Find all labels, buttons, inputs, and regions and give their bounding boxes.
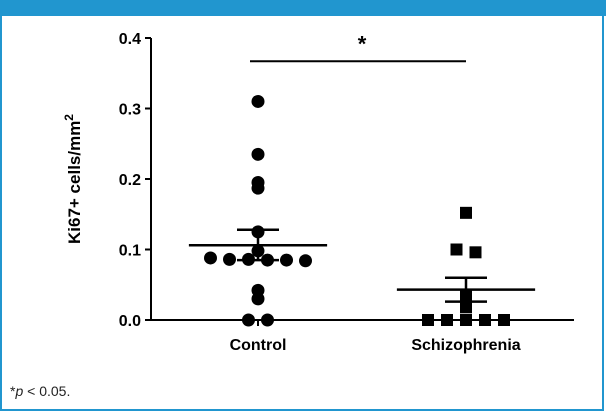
data-point-control	[251, 94, 265, 108]
data-point-control	[223, 252, 236, 266]
data-point-schizophrenia	[460, 206, 472, 219]
data-point-control	[251, 181, 265, 195]
footnote-star: *	[10, 383, 16, 399]
data-point-control	[251, 292, 265, 306]
data-point-schizophrenia	[460, 301, 472, 314]
data-point-control	[299, 254, 312, 268]
data-point-schizophrenia	[460, 314, 472, 326]
y-tick-label: 0.1	[119, 243, 141, 260]
data-point-schizophrenia	[422, 314, 434, 326]
figure-frame	[0, 16, 604, 411]
x-category-label: Control	[230, 337, 287, 354]
footnote-p: p	[15, 383, 24, 399]
y-tick-label: 0.3	[119, 102, 141, 119]
data-point-control	[251, 147, 265, 161]
footnote-text: < 0.05.	[23, 383, 71, 399]
x-category-label: Schizophrenia	[411, 337, 520, 354]
data-point-schizophrenia	[441, 314, 453, 326]
data-point-control	[261, 313, 274, 327]
y-tick-label: 0.0	[119, 313, 141, 330]
data-point-control	[204, 251, 217, 265]
data-point-control	[242, 313, 255, 327]
data-point-schizophrenia	[469, 246, 482, 259]
y-axis-label-text: Ki67+ cells/mm	[65, 121, 84, 244]
y-tick-label: 0.4	[119, 31, 141, 48]
data-point-schizophrenia	[450, 243, 463, 256]
data-point-schizophrenia	[479, 314, 491, 326]
data-point-control	[280, 253, 293, 267]
significance-star: *	[358, 31, 367, 56]
footnote: *p < 0.05.	[10, 383, 70, 399]
y-axis-label: Ki67+ cells/mm2	[62, 114, 84, 244]
ki67-chart: 0.0 0.1 0.2 0.3 0.4 Control Schizophrenia Ki67+…	[62, 31, 574, 354]
y-tick-label: 0.2	[119, 172, 141, 189]
header-band	[0, 0, 606, 16]
y-axis-label-superscript: 2	[62, 114, 76, 121]
data-point-schizophrenia	[498, 314, 510, 326]
